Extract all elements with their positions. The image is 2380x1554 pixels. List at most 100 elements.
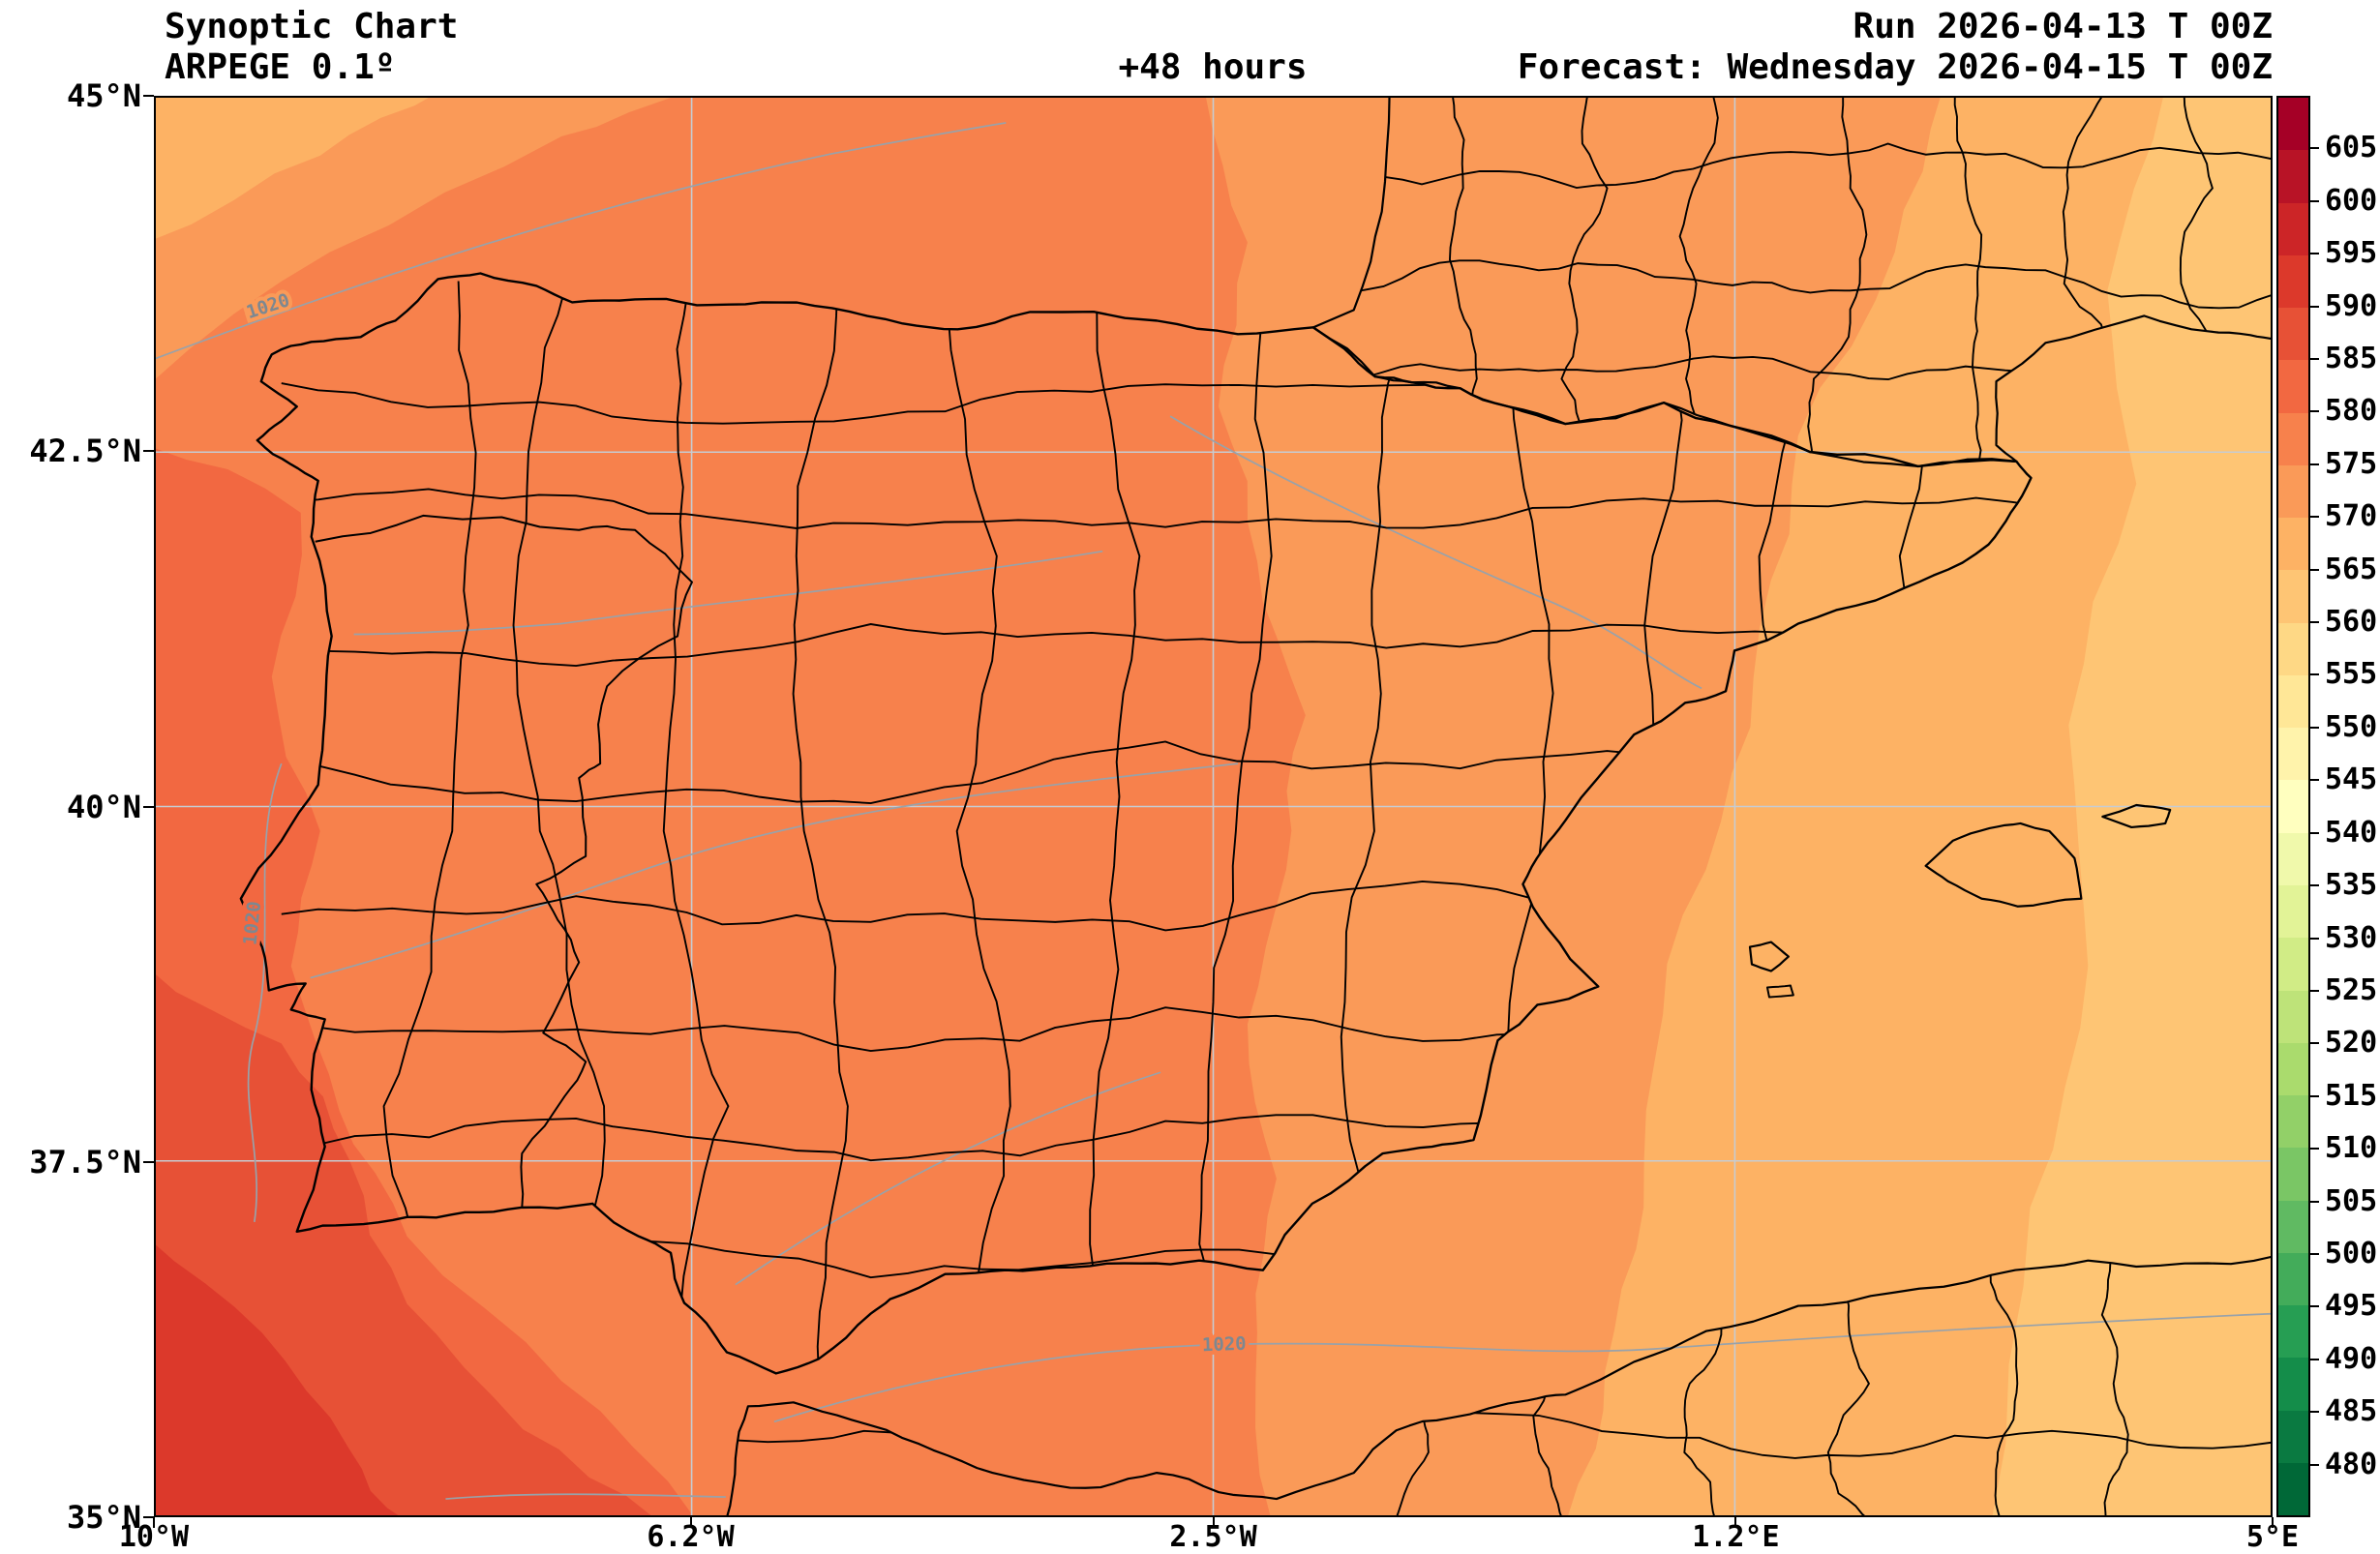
colorbar-band	[2278, 1410, 2308, 1463]
colorbar-tick	[2310, 568, 2319, 571]
colorbar-tick	[2310, 1148, 2319, 1151]
colorbar-tick-label: 600	[2325, 183, 2378, 218]
y-axis-tick-label: 35°N	[66, 1499, 141, 1536]
map-plot-area: 1020 1020 1020	[154, 96, 2273, 1517]
colorbar-tick-label: 515	[2325, 1078, 2378, 1113]
colorbar-tick	[2310, 516, 2319, 519]
colorbar-band	[2278, 360, 2308, 413]
colorbar-tick	[2310, 726, 2319, 729]
colorbar-tick-label: 555	[2325, 657, 2378, 692]
colorbar-tick	[2310, 1252, 2319, 1255]
colorbar-tick	[2310, 1200, 2319, 1203]
colorbar-tick-label: 530	[2325, 920, 2378, 955]
colorbar	[2276, 96, 2310, 1517]
x-axis-tick	[689, 1517, 692, 1528]
colorbar-tick	[2310, 989, 2319, 992]
colorbar-tick	[2310, 1463, 2319, 1466]
colorbar-tick-label: 565	[2325, 552, 2378, 586]
isobar-label-1020: 1020	[1202, 1333, 1247, 1357]
x-axis-tick	[1734, 1517, 1737, 1528]
admin-boundary-mesh	[281, 281, 2032, 1374]
colorbar-tick	[2310, 1305, 2319, 1308]
colorbar-band	[2278, 308, 2308, 361]
colorbar-tick	[2310, 831, 2319, 834]
colorbar-band	[2278, 622, 2308, 675]
colorbar-band	[2278, 1095, 2308, 1149]
colorbar-tick-label: 505	[2325, 1183, 2378, 1218]
colorbar-band	[2278, 1042, 2308, 1096]
colorbar-tick	[2310, 1358, 2319, 1360]
colorbar-tick-label: 485	[2325, 1394, 2378, 1429]
geographic-boundaries	[239, 98, 2271, 1515]
colorbar-tick	[2310, 358, 2319, 361]
y-axis-tick-label: 40°N	[66, 788, 141, 825]
x-axis-tick	[2272, 1517, 2274, 1528]
colorbar-tick	[2310, 621, 2319, 624]
colorbar-tick-label: 520	[2325, 1026, 2378, 1061]
gridlines	[156, 98, 2271, 1515]
colorbar-tick-label: 535	[2325, 868, 2378, 903]
colorbar-tick-label: 580	[2325, 394, 2378, 429]
colorbar-band	[2278, 884, 2308, 939]
colorbar-tick-label: 500	[2325, 1236, 2378, 1270]
colorbar-band	[2278, 464, 2308, 519]
colorbar-band	[2278, 202, 2308, 255]
forecast-label: Forecast: Wednesday 2026-04-15 T 00Z	[1517, 47, 2273, 87]
colorbar-band	[2278, 1252, 2308, 1306]
isobar-contours	[156, 122, 2271, 1500]
y-axis-tick-label: 42.5°N	[29, 433, 141, 470]
colorbar-tick	[2310, 1094, 2319, 1097]
y-axis-tick	[143, 1160, 154, 1163]
colorbar-band	[2278, 1462, 2308, 1516]
y-axis-tick	[143, 450, 154, 453]
admin-boundary-mesh	[1343, 98, 2271, 466]
colorbar-tick-label: 510	[2325, 1131, 2378, 1166]
colorbar-tick-label: 570	[2325, 499, 2378, 534]
y-axis-tick-label: 37.5°N	[29, 1143, 141, 1180]
colorbar-tick	[2310, 1042, 2319, 1045]
colorbar-band	[2278, 1305, 2308, 1359]
colorbar-tick	[2310, 1411, 2319, 1414]
colorbar-tick-label: 605	[2325, 131, 2378, 165]
model-label: ARPEGE 0.1º	[165, 47, 396, 87]
colorbar-band	[2278, 780, 2308, 833]
colorbar-tick-label: 480	[2325, 1447, 2378, 1481]
colorbar-band	[2278, 1358, 2308, 1411]
colorbar-band	[2278, 570, 2308, 623]
run-label: Run 2026-04-13 T 00Z	[1853, 7, 2273, 46]
colorbar-tick-label: 560	[2325, 605, 2378, 640]
colorbar-tick-label: 490	[2325, 1341, 2378, 1376]
colorbar-band	[2278, 1200, 2308, 1253]
colorbar-tick-label: 550	[2325, 709, 2378, 744]
colorbar-band	[2278, 674, 2308, 729]
colorbar-band	[2278, 518, 2308, 571]
colorbar-tick	[2310, 673, 2319, 676]
colorbar-tick-label: 595	[2325, 236, 2378, 271]
colorbar-tick-label: 585	[2325, 342, 2378, 376]
colorbar-tick-label: 545	[2325, 762, 2378, 797]
colorbar-band	[2278, 98, 2308, 151]
colorbar-tick	[2310, 884, 2319, 887]
x-axis-tick	[153, 1517, 155, 1528]
colorbar-band	[2278, 832, 2308, 885]
colorbar-tick-label: 495	[2325, 1289, 2378, 1324]
y-axis-tick	[143, 805, 154, 808]
synoptic-map: 1020 1020 1020	[156, 98, 2271, 1515]
y-axis-tick	[143, 95, 154, 97]
colorbar-band	[2278, 150, 2308, 203]
colorbar-tick-label: 525	[2325, 972, 2378, 1007]
y-axis-tick-label: 45°N	[66, 77, 141, 114]
colorbar-band	[2278, 1148, 2308, 1201]
colorbar-band	[2278, 412, 2308, 465]
x-axis-tick	[1212, 1517, 1215, 1528]
colorbar-tick	[2310, 463, 2319, 465]
y-axis-tick	[143, 1516, 154, 1518]
chart-title: Synoptic Chart	[165, 7, 459, 46]
colorbar-band	[2278, 990, 2308, 1043]
colorbar-tick-label: 540	[2325, 815, 2378, 850]
colorbar-tick	[2310, 779, 2319, 782]
colorbar-tick	[2310, 253, 2319, 255]
colorbar-tick	[2310, 410, 2319, 413]
colorbar-tick	[2310, 937, 2319, 940]
colorbar-tick-label: 575	[2325, 446, 2378, 481]
